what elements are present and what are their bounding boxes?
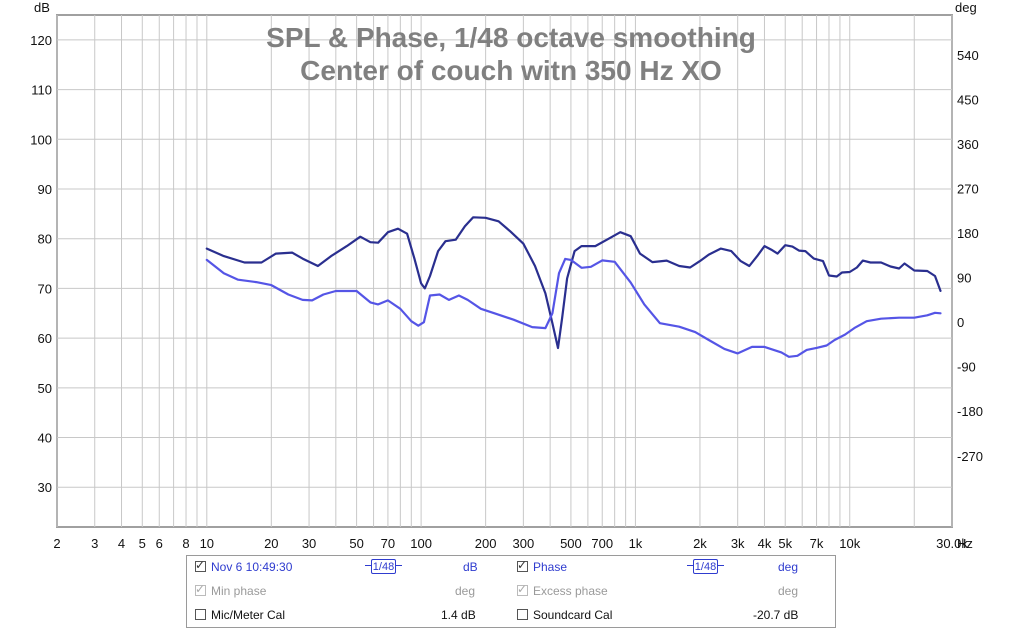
soundcard-cal-label[interactable]: Soundcard Cal	[533, 608, 613, 622]
x-tick-label: 1k	[629, 536, 643, 551]
phase-checkbox[interactable]: ✓	[517, 558, 528, 572]
x-tick-label: 200	[475, 536, 497, 551]
y-tick-label-left: 50	[38, 381, 52, 396]
mic-cal-checkbox[interactable]	[195, 609, 206, 620]
checkmark-icon: ✓	[195, 582, 206, 596]
x-tick-label: 70	[381, 536, 395, 551]
legend-row-traces: ✓ Nov 6 10:49:30 1/48 dB ✓ Phase 1/48 de…	[187, 558, 835, 579]
x-tick-label: 500	[560, 536, 582, 551]
x-tick-label: 50	[349, 536, 363, 551]
trace-smoothing-value: 1/48	[371, 559, 396, 574]
dash-icon	[365, 565, 371, 566]
y-tick-label-left: 40	[38, 431, 52, 446]
mic-cal-label[interactable]: Mic/Meter Cal	[211, 608, 286, 622]
x-tick-label: 10	[200, 536, 214, 551]
phase-smoothing-value: 1/48	[693, 559, 718, 574]
plot-background	[56, 14, 953, 528]
excess-phase-checkbox[interactable]: ✓	[517, 582, 528, 596]
legend-row-phase-options: ✓ Min phase deg ✓ Excess phase deg	[187, 582, 835, 603]
dash-icon	[718, 565, 724, 566]
trace-label[interactable]: Nov 6 10:49:30	[211, 560, 293, 574]
chart-title: SPL & Phase, 1/48 octave smoothing	[266, 22, 756, 53]
phase-unit: deg	[778, 560, 799, 574]
y-tick-label-left: 80	[38, 232, 52, 247]
x-tick-label: 20	[264, 536, 278, 551]
x-tick-label: 3k	[731, 536, 745, 551]
y-tick-label-left: 70	[38, 281, 52, 296]
y-tick-label-right: -180	[957, 404, 983, 419]
dash-icon	[396, 565, 402, 566]
y-tick-label-left: 110	[31, 83, 52, 98]
y-tick-label-left: 30	[38, 480, 52, 495]
trace-checkbox[interactable]: ✓	[195, 558, 206, 572]
phase-series-line	[205, 257, 942, 358]
excess-phase-unit: deg	[778, 584, 799, 598]
phase-smoothing-control[interactable]: 1/48	[687, 559, 725, 575]
soundcard-cal-checkbox[interactable]	[517, 609, 528, 620]
legend-row-calibration: Mic/Meter Cal 1.4 dB Soundcard Cal -20.7…	[187, 607, 835, 627]
min-phase-checkbox[interactable]: ✓	[195, 582, 206, 596]
y-tick-label-left: 120	[30, 33, 52, 48]
y-tick-label-right: -270	[957, 449, 983, 464]
x-tick-label: 8	[182, 536, 189, 551]
excess-phase-label[interactable]: Excess phase	[533, 584, 608, 598]
x-tick-label: 10k	[839, 536, 860, 551]
soundcard-cal-value: -20.7 dB	[753, 608, 799, 622]
legend-panel: ✓ Nov 6 10:49:30 1/48 dB ✓ Phase 1/48 de…	[186, 555, 836, 628]
x-tick-label: 700	[591, 536, 613, 551]
checkmark-icon: ✓	[517, 582, 528, 596]
y-tick-label-left: 60	[38, 331, 52, 346]
left-axis-unit: dB	[34, 0, 50, 15]
y-tick-label-right: 180	[957, 226, 979, 241]
x-tick-label: 30.0k	[936, 536, 968, 551]
x-tick-label: 5k	[778, 536, 792, 551]
x-tick-label: 6	[156, 536, 163, 551]
dash-icon	[687, 565, 693, 566]
phase-label[interactable]: Phase	[533, 560, 568, 574]
trace-smoothing-control[interactable]: 1/48	[365, 559, 403, 575]
mic-cal-value: 1.4 dB	[441, 608, 476, 622]
y-tick-label-right: 0	[957, 315, 964, 330]
right-axis-unit: deg	[955, 0, 977, 15]
min-phase-label[interactable]: Min phase	[211, 584, 267, 598]
y-tick-label-left: 90	[38, 182, 52, 197]
x-tick-label: 100	[410, 536, 432, 551]
x-tick-label: 5	[139, 536, 146, 551]
x-tick-label: 300	[513, 536, 535, 551]
x-tick-label: 2k	[693, 536, 707, 551]
y-tick-label-right: 360	[957, 137, 979, 152]
checkmark-icon: ✓	[517, 558, 528, 572]
x-axis-unit: Hz	[957, 536, 973, 551]
x-tick-label: 4	[118, 536, 125, 551]
y-tick-label-left: 100	[30, 132, 52, 147]
x-tick-label: 3	[91, 536, 98, 551]
y-tick-label-right: 90	[957, 271, 971, 286]
y-tick-label-right: 540	[957, 48, 979, 63]
y-tick-label-right: 270	[957, 182, 979, 197]
min-phase-unit: deg	[455, 584, 476, 598]
spl-series-line	[205, 216, 942, 350]
checkmark-icon: ✓	[195, 558, 206, 572]
chart-subtitle: Center of couch witn 350 Hz XO	[300, 55, 722, 86]
x-tick-label: 2	[53, 536, 60, 551]
x-tick-label: 7k	[810, 536, 824, 551]
y-tick-label-right: 450	[957, 93, 979, 108]
x-tick-label: 4k	[758, 536, 772, 551]
y-tick-label-right: -90	[957, 360, 976, 375]
trace-unit: dB	[463, 560, 478, 574]
x-tick-label: 30	[302, 536, 316, 551]
